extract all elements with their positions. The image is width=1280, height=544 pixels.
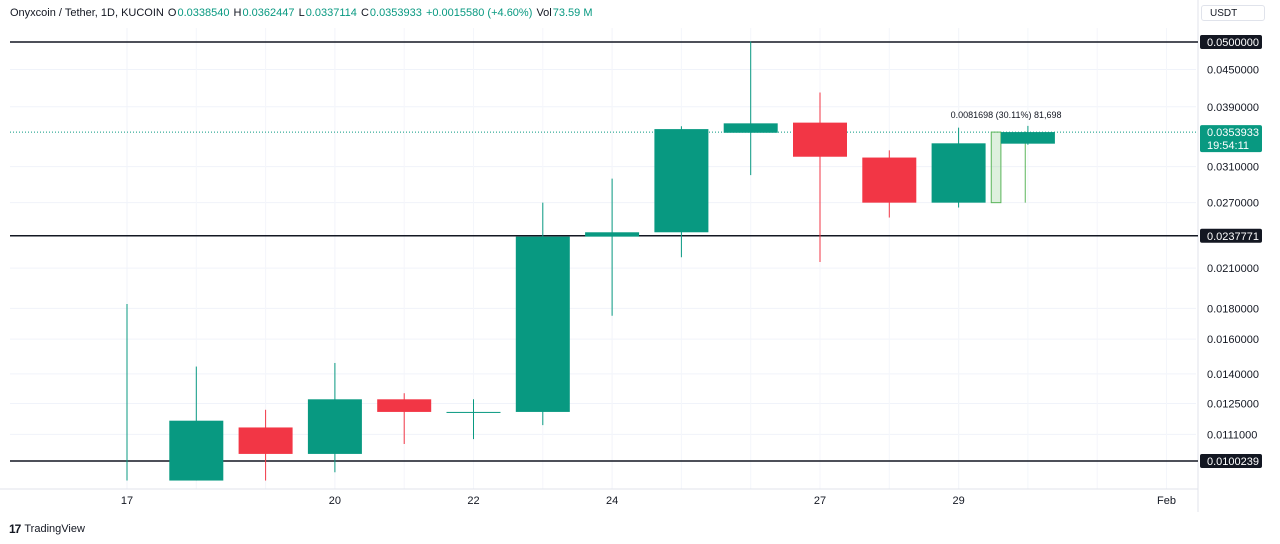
- measure-box: [990, 131, 1002, 204]
- open-label: O: [167, 7, 177, 19]
- last-price-tag: [1200, 125, 1262, 153]
- horizontal-line-price-tag: [1200, 454, 1262, 468]
- candle-body: [307, 399, 362, 454]
- candle: [862, 150, 917, 218]
- price-tick-label: 0.0140000: [1207, 369, 1259, 381]
- horizontal-line-price-label: 0.0237771: [1207, 231, 1259, 243]
- candle: [307, 362, 362, 473]
- candle-body: [862, 157, 917, 203]
- time-tick-label: 17: [121, 495, 133, 507]
- price-tick-label: 0.0125000: [1207, 398, 1259, 410]
- volume-label: Vol: [536, 7, 552, 19]
- candle: [585, 178, 640, 316]
- last-price-label: 0.0353933: [1207, 127, 1259, 139]
- time-tick-label: 22: [467, 495, 479, 507]
- countdown-label: 19:54:11: [1207, 140, 1249, 152]
- horizontal-line-price-label: 0.0100239: [1207, 456, 1259, 468]
- price-tick-label: 0.0160000: [1207, 334, 1259, 346]
- change-value: +0.0015580 (+4.60%): [425, 7, 533, 19]
- candle: [377, 393, 432, 444]
- price-tick-label: 0.0111000: [1207, 429, 1257, 441]
- candle-body: [654, 129, 709, 233]
- candle-body: [238, 427, 293, 454]
- price-tick-label: 0.0210000: [1207, 263, 1259, 275]
- time-tick-label: 27: [814, 495, 826, 507]
- candle: [169, 366, 224, 481]
- price-tick-label: 0.0270000: [1207, 198, 1259, 210]
- horizontal-line-price-tag: [1200, 228, 1262, 243]
- candle-body: [793, 122, 847, 157]
- high-label: H: [233, 7, 242, 19]
- symbol-legend: Onyxcoin / Tether, 1D, KUCOIN O0.0338540…: [10, 7, 593, 19]
- close-value: 0.0353933: [369, 7, 422, 19]
- time-tick-label: 20: [329, 495, 341, 507]
- time-tick-label: Feb: [1157, 495, 1176, 507]
- candle: [931, 127, 986, 208]
- time-tick-label: 29: [952, 495, 964, 507]
- tradingview-logo-icon: 17: [9, 522, 21, 536]
- candle: [1000, 125, 1055, 145]
- candle: [793, 92, 847, 263]
- time-tick-label: 24: [606, 495, 618, 507]
- horizontal-line-price-label: 0.0500000: [1207, 37, 1259, 49]
- grid: [10, 28, 1196, 489]
- low-label: L: [298, 7, 305, 19]
- candle: [238, 409, 293, 481]
- close-label: C: [360, 7, 369, 19]
- tradingview-logo: 17 TradingView: [9, 522, 85, 536]
- tradingview-logo-text: TradingView: [24, 523, 85, 535]
- symbol-title: Onyxcoin / Tether, 1D, KUCOIN: [10, 7, 164, 19]
- candle-body: [377, 399, 432, 412]
- horizontal-line-price-tag: [1200, 35, 1262, 49]
- candle-body: [515, 236, 570, 412]
- price-tick-label: 0.0180000: [1207, 303, 1259, 315]
- open-value: 0.0338540: [177, 7, 230, 19]
- candle-body: [446, 411, 501, 413]
- low-value: 0.0337114: [305, 7, 357, 19]
- candle: [515, 202, 570, 426]
- high-value: 0.0362447: [242, 7, 295, 19]
- volume-value: 73.59 M: [552, 7, 593, 19]
- candle-body: [723, 123, 778, 133]
- price-tick-label: 0.0310000: [1207, 162, 1259, 174]
- candle-body: [931, 143, 986, 203]
- candle-body: [1000, 132, 1055, 144]
- price-tick-label: 0.0450000: [1207, 64, 1259, 76]
- candle-body: [169, 420, 224, 481]
- candle: [723, 41, 778, 176]
- currency-button[interactable]: USDT: [1201, 5, 1265, 21]
- price-tick-label: 0.0390000: [1207, 102, 1259, 114]
- measure-label: 0.0081698 (30.11%) 81,698: [951, 110, 1062, 120]
- candle-body: [585, 232, 640, 237]
- candle: [654, 126, 709, 258]
- candle: [446, 399, 501, 440]
